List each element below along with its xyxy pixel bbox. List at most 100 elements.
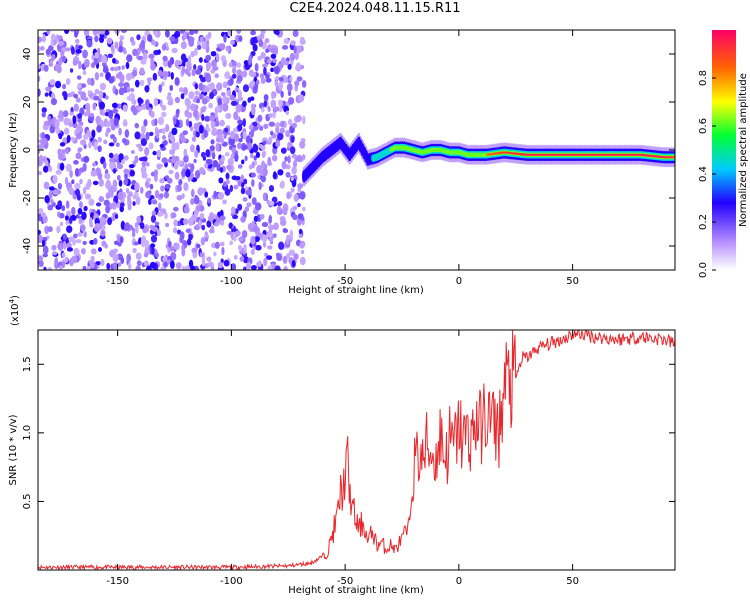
spectrogram-cell: [120, 220, 126, 230]
spectrogram-cell: [143, 252, 149, 258]
spectrogram-cell: [69, 169, 73, 178]
spectrogram-cell: [219, 241, 225, 247]
y-axis: -40 -20 0 20 40: [22, 48, 675, 254]
spectrogram-cell: [144, 146, 150, 156]
spectrogram-cell: [174, 155, 179, 162]
spectrogram-cell: [41, 239, 46, 247]
spectrogram-cell: [207, 31, 212, 39]
spectrogram-cell: [268, 200, 275, 206]
spectrogram-cell: [112, 136, 117, 144]
spectrogram-cell: [197, 187, 204, 196]
spectrogram-cell: [178, 178, 183, 186]
spectrogram-cell: [282, 207, 288, 216]
spectrogram-cell: [204, 237, 209, 242]
spectrogram-cell: [64, 215, 69, 221]
chart-title: C2E4.2024.048.11.15.R11: [289, 1, 461, 16]
spectrogram-cell: [150, 111, 155, 118]
spectrogram-cell: [118, 87, 125, 96]
spectrogram-cell: [108, 76, 114, 84]
spectrogram-cell: [75, 44, 79, 51]
spectrogram-cell: [260, 30, 266, 36]
spectrogram-cell: [82, 49, 88, 59]
spectrogram-cell: [153, 169, 159, 177]
spectrogram-cell: [169, 246, 175, 252]
spectrogram-cell: [218, 177, 224, 184]
spectrogram-cell: [250, 248, 255, 255]
spectrogram-cell: [38, 234, 43, 244]
spectrogram-cell: [201, 114, 205, 122]
spectrogram-cell: [156, 149, 162, 158]
spectrogram-cell: [173, 219, 178, 227]
spectrogram-cell: [111, 124, 116, 131]
spectrogram-cell: [104, 173, 111, 180]
spectrogram-cell: [138, 106, 144, 111]
spectrogram-cell: [92, 30, 98, 36]
spectrogram-cell: [274, 123, 279, 128]
spectrogram-cell: [135, 196, 141, 205]
spectrogram-cell: [149, 261, 156, 269]
spectrogram-cell: [98, 196, 105, 203]
spectrogram-cell: [225, 112, 232, 119]
spectrogram-cell: [166, 95, 172, 101]
spectrogram-cell: [137, 97, 143, 103]
spectrogram-cell: [233, 255, 238, 260]
spectrogram-cell: [184, 163, 189, 170]
spectrogram-cell: [201, 44, 207, 50]
spectrogram-cell: [274, 80, 279, 87]
spectrogram-cell: [275, 252, 280, 257]
spectrogram-cell: [94, 35, 99, 43]
spectrogram-cell: [281, 45, 289, 50]
spectrogram-cell: [138, 146, 144, 152]
spectrogram-cell: [136, 215, 142, 224]
spectrogram-cell: [188, 91, 195, 100]
spectrogram-cell: [226, 89, 232, 97]
spectrogram-cell: [285, 237, 290, 246]
spectrogram-cell: [45, 86, 52, 92]
spectrogram-cell: [222, 81, 228, 89]
spectrogram-cell: [117, 262, 122, 267]
spectrogram-cell: [298, 232, 303, 239]
spectrogram-cell: [130, 105, 136, 112]
spectrogram-cell: [271, 154, 278, 162]
spectrogram-cell: [220, 154, 225, 163]
spectrogram-cell: [293, 193, 299, 202]
spectrogram-cell: [280, 90, 284, 98]
spectrogram-cell: [102, 67, 109, 74]
spectrogram-cell: [263, 100, 268, 108]
spectrogram-cell: [126, 54, 133, 63]
spectrogram-cell: [38, 88, 41, 97]
spectrogram-cell: [212, 162, 217, 168]
spectrogram-cell: [100, 258, 105, 267]
spectrogram-cell: [80, 83, 87, 88]
spectrogram-cell: [161, 43, 167, 51]
spectrogram-cell: [243, 60, 249, 66]
spectrogram-cell: [151, 226, 158, 232]
spectrogram-cell: [41, 107, 47, 114]
spectrogram-cell: [54, 80, 62, 89]
spectrogram-cell: [119, 236, 124, 244]
spectrogram-cell: [83, 230, 87, 238]
spectrogram-cell: [106, 121, 112, 128]
spectrogram-cell: [122, 120, 128, 127]
spectrogram-cell: [120, 30, 127, 34]
spectrogram-cell: [245, 189, 252, 196]
spectrogram-cell: [64, 30, 70, 35]
spectrogram-cell: [94, 72, 100, 81]
spectrogram-cell: [171, 142, 178, 151]
spectrogram-cell: [292, 30, 299, 37]
spectrogram-cell: [191, 247, 198, 253]
spectrogram-cell: [185, 118, 190, 127]
spectrogram-cell: [130, 87, 135, 93]
spectrogram-cell: [91, 129, 96, 139]
spectrogram-cell: [255, 79, 260, 85]
spectrogram-cell: [231, 73, 237, 79]
spectrogram-cell: [71, 206, 76, 216]
spectrogram-cell: [123, 82, 130, 88]
spectrogram-cell: [48, 62, 54, 67]
spectrogram-cell: [52, 174, 58, 184]
spectrogram-cell: [116, 163, 124, 170]
spectrogram-cell: [200, 106, 207, 113]
spectrogram-cell: [258, 181, 262, 191]
spectrogram-cell: [290, 136, 295, 143]
spectrogram-cell: [188, 36, 195, 43]
